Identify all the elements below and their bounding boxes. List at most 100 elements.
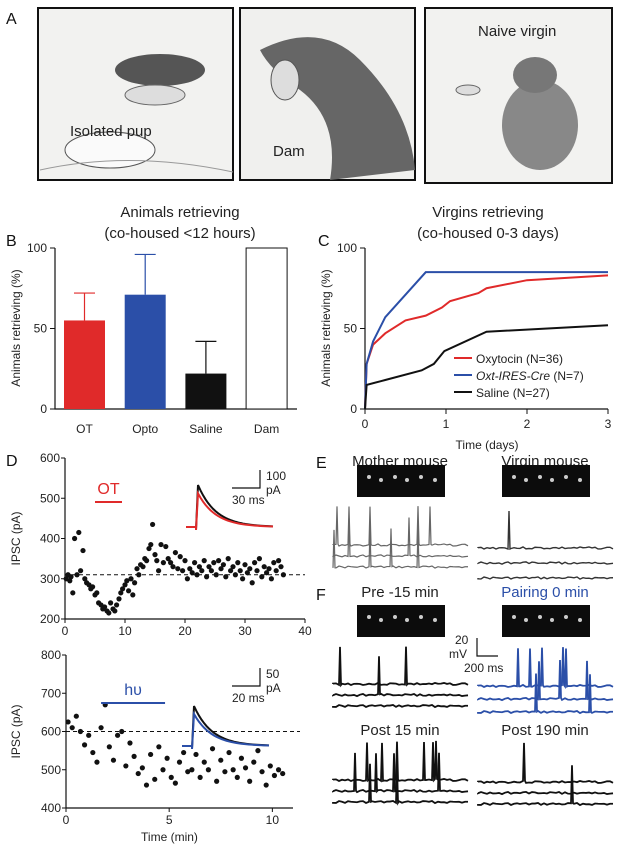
x-tick-label: 2 xyxy=(524,417,531,431)
data-point xyxy=(261,564,267,570)
y-axis-label: IPSC (pA) xyxy=(9,511,23,565)
scale-x-label: 20 ms xyxy=(232,691,265,705)
data-point xyxy=(204,574,210,580)
data-point xyxy=(249,580,255,586)
post190-title: Post 190 min xyxy=(501,722,589,739)
data-point xyxy=(158,541,164,548)
data-point xyxy=(232,572,238,578)
mouse-blob xyxy=(512,615,516,619)
data-point xyxy=(175,566,181,572)
data-point xyxy=(230,564,236,570)
x-tick-label: 20 xyxy=(178,624,192,638)
data-point xyxy=(255,748,261,754)
data-point xyxy=(206,564,212,570)
data-point xyxy=(90,749,96,756)
mouse-blob xyxy=(379,618,383,622)
video-frame-image xyxy=(502,465,590,497)
data-point xyxy=(271,772,278,779)
data-point xyxy=(234,774,240,781)
membrane-trace xyxy=(332,752,469,794)
mouse-blob xyxy=(393,615,397,619)
y-axis-label: IPSC (pA) xyxy=(9,704,23,758)
data-point xyxy=(218,566,224,572)
membrane-trace xyxy=(477,561,614,565)
data-point xyxy=(172,780,178,786)
mouse-blob xyxy=(578,618,582,622)
data-point xyxy=(144,558,150,564)
membrane-trace xyxy=(477,673,614,715)
data-point xyxy=(112,608,118,614)
data-point xyxy=(106,610,112,616)
data-point xyxy=(124,578,130,584)
data-point xyxy=(168,774,174,781)
data-point xyxy=(128,576,134,582)
chart-title: Animals retrieving xyxy=(120,204,239,221)
mouse-blob xyxy=(512,475,516,479)
data-point xyxy=(170,564,176,570)
data-point xyxy=(280,770,286,777)
membrane-trace xyxy=(477,765,614,807)
spike-traces-e xyxy=(332,465,614,580)
membrane-trace xyxy=(332,506,469,547)
membrane-trace xyxy=(477,576,614,580)
y-tick-label: 400 xyxy=(41,801,61,815)
y-tick-label: 50 xyxy=(344,322,358,336)
legend-label: Saline (N=27) xyxy=(476,386,550,400)
scatter-ipsc-light: 400 500 600 700 800 0 5 10 IPSC (pA) Time (min) hυ… xyxy=(9,648,300,844)
data-point xyxy=(267,763,273,769)
membrane-trace xyxy=(477,742,614,785)
y-tick-label: 500 xyxy=(40,491,60,505)
data-point xyxy=(156,744,162,750)
legend-name: Saline xyxy=(476,386,510,400)
data-point xyxy=(280,572,286,578)
data-point xyxy=(76,529,82,536)
data-point xyxy=(152,552,158,558)
data-point xyxy=(189,767,195,773)
data-point xyxy=(154,558,160,564)
category-label: Saline xyxy=(189,422,223,436)
data-point xyxy=(90,584,96,590)
data-point xyxy=(108,600,114,606)
data-point xyxy=(201,759,207,765)
data-point xyxy=(228,568,234,574)
data-point xyxy=(181,749,187,756)
data-point xyxy=(98,725,104,731)
data-point xyxy=(252,560,258,566)
data-point xyxy=(81,742,88,748)
data-point xyxy=(72,535,78,542)
illustration-dam: Dam xyxy=(239,7,416,181)
x-tick-label: 10 xyxy=(266,813,280,827)
data-point xyxy=(222,769,228,775)
scale-y-unit: pA xyxy=(266,681,281,695)
illustration-naive-virgin: Naive virgin xyxy=(424,7,613,184)
data-point xyxy=(168,560,174,566)
data-point xyxy=(131,753,137,759)
data-point xyxy=(136,572,142,578)
x-axis-label: Time (min) xyxy=(141,830,198,844)
x-tick-label: 10 xyxy=(118,624,132,638)
scale-y-unit: mV xyxy=(449,647,467,661)
membrane-trace xyxy=(332,528,469,569)
membrane-trace xyxy=(477,659,614,702)
data-point xyxy=(268,576,274,582)
data-point xyxy=(150,521,156,528)
scale-bar-f: 20 mV 200 ms xyxy=(449,633,503,675)
legend-n: (N=27) xyxy=(509,386,549,400)
data-point xyxy=(211,560,217,566)
pairing-title: Pairing 0 min xyxy=(501,584,589,601)
series-line-oxt-ires-cre xyxy=(364,271,608,410)
data-point xyxy=(182,558,188,564)
data-point xyxy=(106,744,112,750)
data-point xyxy=(176,759,183,765)
data-point xyxy=(180,568,186,574)
data-point xyxy=(218,757,224,763)
data-point xyxy=(230,767,236,773)
illustration-isolated-pup: Isolated pup xyxy=(37,7,234,181)
data-point xyxy=(247,778,253,784)
spike-traces-f xyxy=(332,605,614,807)
y-tick-label: 800 xyxy=(41,648,61,662)
data-point xyxy=(160,560,166,566)
data-point xyxy=(82,576,88,582)
x-tick-label: 40 xyxy=(298,624,312,638)
